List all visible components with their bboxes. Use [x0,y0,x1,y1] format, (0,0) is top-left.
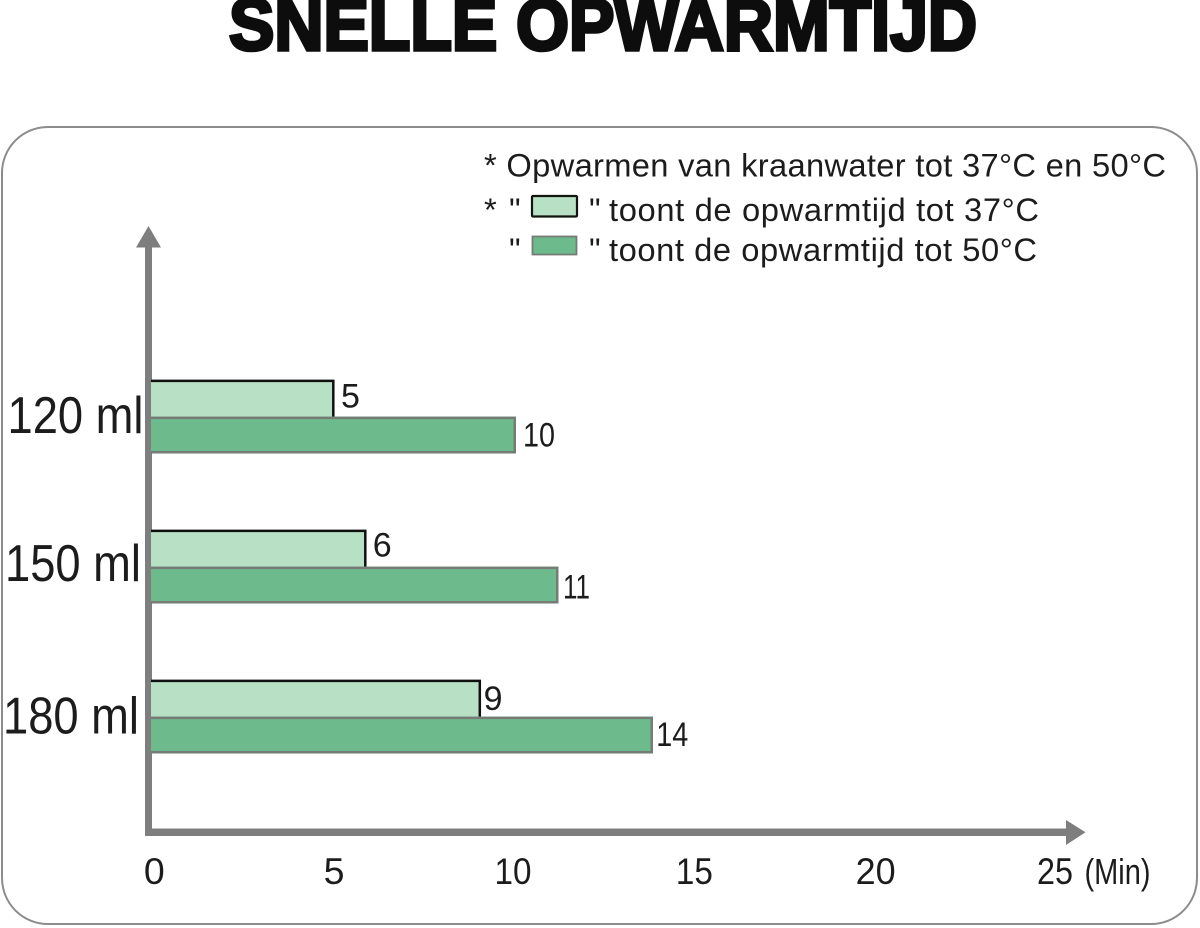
svg-text:SNELLE OPWARMTIJD: SNELLE OPWARMTIJD [229,0,977,66]
svg-text:0: 0 [144,850,165,892]
svg-text:150 ml: 150 ml [5,534,141,592]
svg-text:10: 10 [523,417,555,455]
svg-text:180 ml: 180 ml [3,687,139,745]
svg-text:9: 9 [484,680,503,718]
svg-text:": " [509,191,521,228]
svg-text:5: 5 [324,850,345,892]
svg-text:25: 25 [1037,850,1073,892]
svg-text:": " [509,231,521,268]
svg-text:*: * [484,191,497,228]
svg-text:toont de opwarmtijd tot 37°C: toont de opwarmtijd tot 37°C [609,191,1039,228]
svg-text:6: 6 [373,527,392,565]
svg-text:11: 11 [563,569,590,607]
svg-text:15: 15 [676,850,713,892]
svg-text:120 ml: 120 ml [8,386,144,444]
svg-text:5: 5 [341,377,360,415]
svg-text:14: 14 [656,716,688,754]
svg-text:(Min): (Min) [1085,851,1151,892]
svg-text:": " [589,231,601,268]
svg-text:": " [589,191,601,228]
svg-text:* Opwarmen van kraanwater tot: * Opwarmen van kraanwater tot 37°C en 50… [484,147,1166,184]
svg-text:toont de opwarmtijd tot 50°C: toont de opwarmtijd tot 50°C [609,231,1037,268]
svg-text:20: 20 [856,850,896,892]
svg-text:10: 10 [495,850,532,892]
